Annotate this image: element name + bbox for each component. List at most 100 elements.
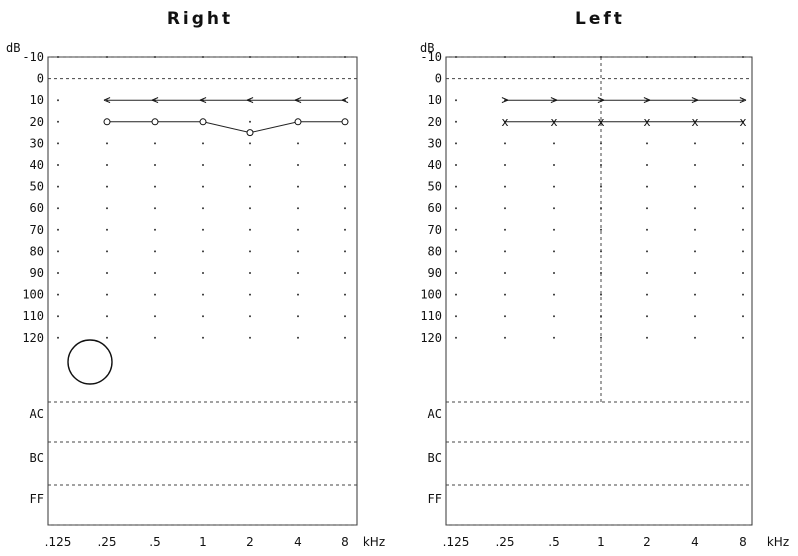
left-grid-dot <box>646 272 648 274</box>
right-y-tick--10: -10 <box>22 50 44 64</box>
left-grid-dot <box>553 293 555 296</box>
right-series-line-1 <box>107 121 345 134</box>
right-series-point: < <box>103 93 110 107</box>
right-series-point: < <box>151 93 158 107</box>
right-grid-dot <box>344 315 346 318</box>
left-grid-dot <box>742 250 744 253</box>
right-ylabel: dB <box>6 41 20 55</box>
left-x-tick-1: 1 <box>597 535 605 549</box>
right-grid-dot <box>249 56 251 58</box>
left-series-point: x <box>597 115 604 129</box>
right-grid-dot <box>249 164 251 166</box>
left-grid-dot <box>646 250 648 253</box>
left-grid-dot <box>455 99 457 102</box>
right-grid-dot <box>57 336 59 339</box>
right-grid-dot <box>154 315 156 318</box>
right-title: Right <box>167 9 233 29</box>
right-y-tick-90: 90 <box>30 266 44 280</box>
left-y-tick--10: -10 <box>420 50 442 64</box>
right-grid-dot <box>154 293 156 296</box>
left-series-point: > <box>643 93 650 107</box>
left-series-point: x <box>643 115 650 129</box>
right-grid-dot <box>249 120 251 123</box>
left-grid-dot <box>455 56 457 58</box>
right-x-tick-.25: .25 <box>97 535 116 549</box>
left-grid-dot <box>694 207 696 210</box>
right-series-point: < <box>294 93 301 107</box>
left-grid-dot <box>694 250 696 253</box>
left-grid-dot <box>455 293 457 296</box>
right-grid-dot <box>297 164 299 166</box>
left-grid-dot <box>646 228 648 231</box>
right-series-point <box>341 118 349 126</box>
right-grid-dot <box>202 315 204 318</box>
right-x-tick-kHz: kHz <box>363 535 385 549</box>
left-grid-dot <box>455 207 457 210</box>
left-grid-dot <box>455 336 457 339</box>
right-grid-dot <box>249 228 251 231</box>
right-grid-dot <box>249 207 251 210</box>
left-grid-dot <box>600 250 602 253</box>
left-grid-dot <box>742 207 744 210</box>
right-grid-dot <box>344 207 346 210</box>
left-series-point: x <box>691 115 698 129</box>
left-series-point: > <box>739 93 746 107</box>
left-grid-dot <box>646 56 648 58</box>
left-grid-dot <box>694 56 696 58</box>
left-y-tick-90: 90 <box>428 266 442 280</box>
right-y-tick-30: 30 <box>30 136 44 150</box>
left-x-tick-kHz: kHz <box>767 535 789 549</box>
right-y-tick-70: 70 <box>30 223 44 237</box>
right-series-point <box>199 118 207 126</box>
right-y-tick-20: 20 <box>30 115 44 129</box>
right-grid-dot <box>154 56 156 58</box>
right-grid-dot <box>106 336 108 339</box>
left-grid-dot <box>646 185 648 188</box>
left-grid-dot <box>504 336 506 339</box>
left-grid-dot <box>504 56 506 58</box>
left-series-point: > <box>550 93 557 107</box>
right-grid-dot <box>202 272 204 274</box>
right-grid-dot <box>154 207 156 210</box>
left-ylabel: dB <box>420 41 434 55</box>
left-grid-dot <box>600 185 602 188</box>
right-grid-dot <box>344 185 346 188</box>
left-grid-dot <box>694 293 696 296</box>
left-grid-dot <box>742 315 744 318</box>
right-y-tick-120: 120 <box>22 331 44 345</box>
right-y-tick-0: 0 <box>37 72 44 86</box>
right-y-tick-50: 50 <box>30 180 44 194</box>
left-grid-dot <box>694 228 696 231</box>
right-grid-dot <box>154 185 156 188</box>
right-grid-dot <box>57 142 59 145</box>
left-grid-dot <box>646 164 648 166</box>
left-grid-dot <box>455 315 457 318</box>
left-grid-dot <box>504 250 506 253</box>
left-grid-dot <box>455 250 457 253</box>
right-grid-dot <box>57 250 59 253</box>
right-grid-dot <box>344 142 346 145</box>
right-grid-dot <box>154 142 156 145</box>
left-grid-dot <box>553 272 555 274</box>
right-grid-dot <box>154 164 156 166</box>
right-series-point <box>246 129 254 137</box>
left-grid-dot <box>455 185 457 188</box>
right-series-point <box>103 118 111 126</box>
right-series-point: < <box>341 93 348 107</box>
right-grid-dot <box>57 272 59 274</box>
left-grid-dot <box>553 228 555 231</box>
right-table-row-FF: FF <box>30 492 44 506</box>
left-grid-dot <box>646 336 648 339</box>
right-grid-dot <box>106 228 108 231</box>
right-series-point: < <box>199 93 206 107</box>
left-grid-dot <box>455 272 457 274</box>
left-grid-dot <box>600 56 602 58</box>
right-y-tick-100: 100 <box>22 288 44 302</box>
left-title: Left <box>575 9 625 29</box>
left-grid-dot <box>646 142 648 145</box>
left-series-point: x <box>550 115 557 129</box>
right-grid-dot <box>57 56 59 58</box>
right-y-tick-60: 60 <box>30 201 44 215</box>
left-grid-dot <box>646 315 648 318</box>
right-grid-dot <box>154 272 156 274</box>
